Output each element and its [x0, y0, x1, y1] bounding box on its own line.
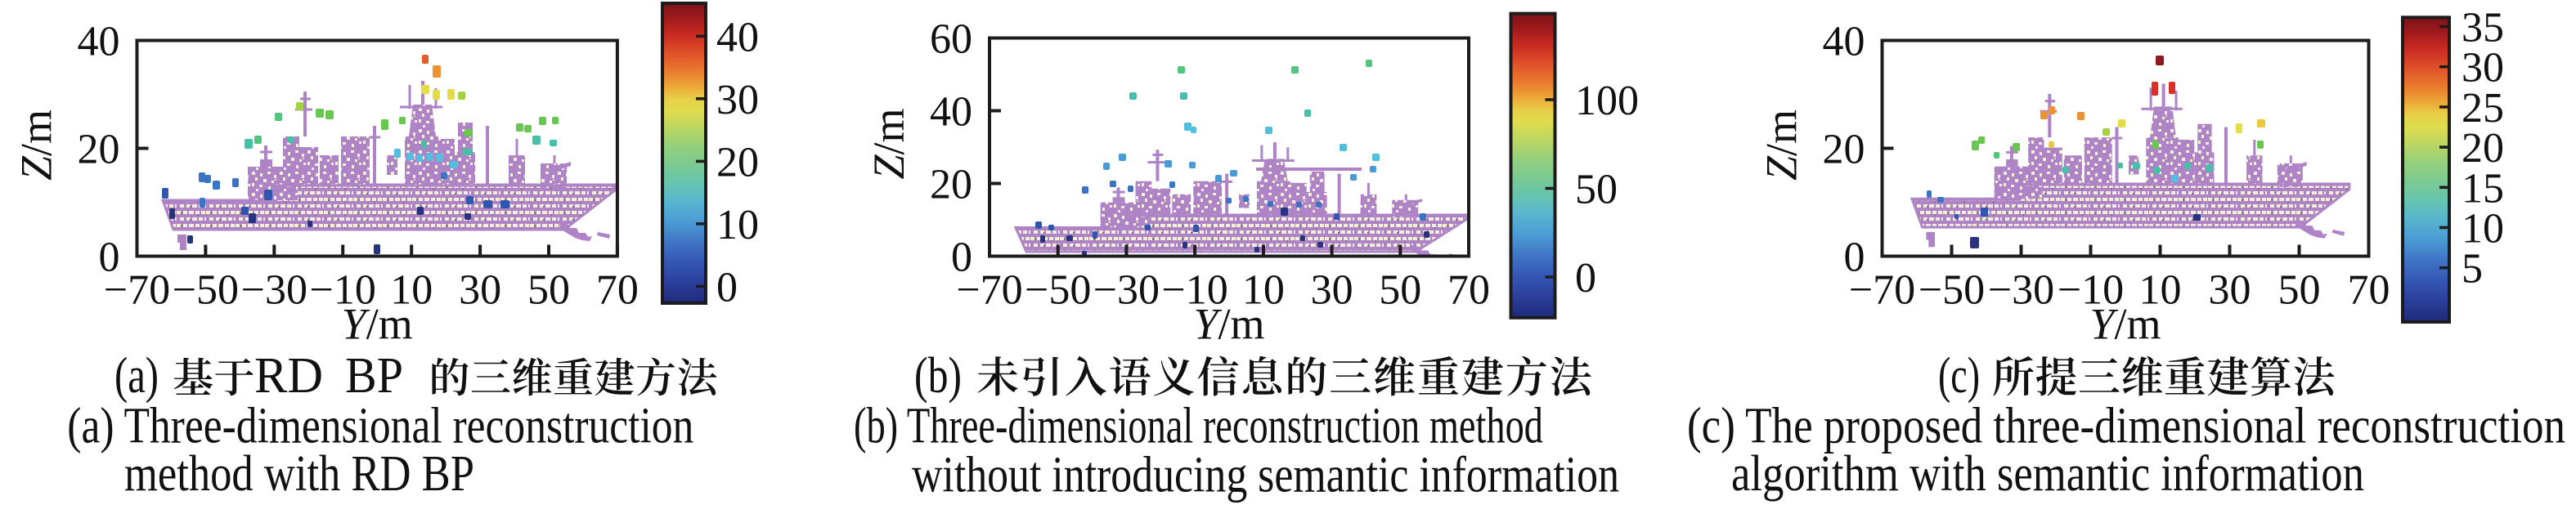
svg-text:5: 5 [2462, 246, 2483, 293]
svg-text:algorithm with semantic inform: algorithm with semantic information [1731, 446, 2364, 502]
svg-text:−10: −10 [2058, 267, 2124, 314]
svg-text:−70: −70 [104, 267, 170, 314]
svg-text:30: 30 [459, 267, 501, 314]
svg-text:30: 30 [2209, 267, 2251, 314]
svg-text:25: 25 [2462, 85, 2504, 132]
svg-text:20: 20 [2462, 125, 2504, 172]
svg-text:70: 70 [596, 267, 639, 314]
svg-text:RD: RD [254, 348, 323, 404]
svg-text:20: 20 [1823, 127, 1865, 173]
svg-text:10: 10 [2139, 267, 2182, 314]
svg-text:Y/m: Y/m [1193, 300, 1264, 349]
svg-text:20: 20 [930, 162, 972, 208]
svg-text:(b) Three-dimensional reconstr: (b) Three-dimensional reconstruction met… [854, 399, 1543, 454]
svg-text:0: 0 [951, 235, 972, 281]
svg-text:20: 20 [78, 127, 120, 173]
svg-text:−10: −10 [1161, 267, 1227, 314]
svg-text:70: 70 [2348, 267, 2390, 314]
svg-text:(a): (a) [114, 348, 159, 404]
svg-text:Y/m: Y/m [2089, 300, 2161, 349]
svg-text:−50: −50 [173, 267, 239, 314]
svg-text:50: 50 [527, 267, 570, 314]
svg-text:40: 40 [78, 19, 120, 65]
svg-text:40: 40 [930, 89, 972, 136]
svg-text:−50: −50 [1025, 267, 1091, 314]
svg-text:0: 0 [1575, 255, 1596, 302]
svg-text:−30: −30 [241, 267, 307, 314]
svg-text:method with RD BP: method with RD BP [124, 446, 474, 502]
svg-text:−30: −30 [1988, 267, 2054, 314]
svg-text:Z/m: Z/m [12, 109, 61, 181]
svg-text:Y/m: Y/m [342, 300, 413, 349]
svg-text:10: 10 [1242, 267, 1285, 314]
svg-text:70: 70 [1447, 267, 1490, 314]
svg-text:10: 10 [2462, 206, 2504, 252]
svg-text:Z/m: Z/m [864, 108, 913, 179]
svg-text:35: 35 [2462, 5, 2504, 51]
svg-text:30: 30 [1311, 267, 1353, 314]
svg-text:50: 50 [1575, 167, 1618, 213]
svg-text:30: 30 [716, 77, 759, 123]
svg-text:10: 10 [716, 202, 759, 248]
svg-text:−10: −10 [310, 267, 376, 314]
svg-text:60: 60 [930, 16, 972, 63]
svg-text:30: 30 [2462, 45, 2504, 92]
svg-text:40: 40 [716, 14, 759, 60]
svg-text:(b): (b) [914, 348, 962, 404]
svg-text:15: 15 [2462, 165, 2504, 212]
svg-text:Z/m: Z/m [1757, 109, 1806, 181]
svg-text:0: 0 [99, 235, 120, 281]
svg-text:(c): (c) [1938, 348, 1980, 404]
svg-text:−50: −50 [1919, 267, 1985, 314]
svg-text:50: 50 [1379, 267, 1421, 314]
svg-text:BP: BP [345, 348, 403, 404]
svg-text:without introducing semantic i: without introducing semantic information [912, 448, 1619, 503]
svg-text:−70: −70 [1849, 267, 1915, 314]
svg-text:(a) Three-dimensional reconstr: (a) Three-dimensional reconstruction [67, 399, 693, 454]
svg-text:(c) The proposed three-dimensi: (c) The proposed three-dimensional recon… [1687, 399, 2565, 454]
svg-text:0: 0 [716, 265, 738, 311]
svg-text:−30: −30 [1093, 267, 1160, 314]
svg-text:40: 40 [1823, 19, 1865, 65]
svg-text:100: 100 [1575, 78, 1639, 124]
svg-text:20: 20 [716, 139, 759, 185]
svg-text:10: 10 [390, 267, 433, 314]
svg-text:0: 0 [1844, 235, 1865, 281]
svg-text:50: 50 [2278, 267, 2321, 314]
svg-text:−70: −70 [956, 267, 1022, 314]
